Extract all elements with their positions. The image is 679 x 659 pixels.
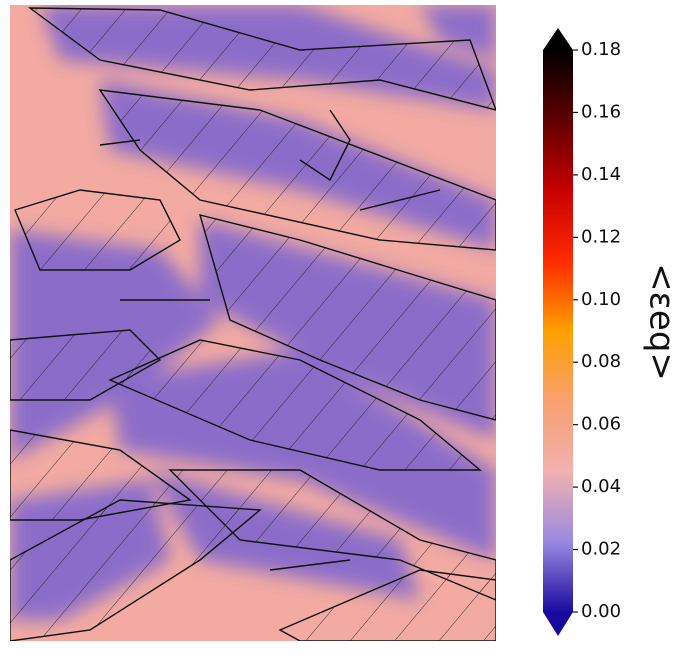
colorbar-tick-label: 0.00: [581, 601, 621, 622]
colorbar-tick-label: 0.06: [581, 414, 621, 435]
colorbar-extend-bottom: [543, 612, 573, 636]
colorbar-tick-label: 0.16: [581, 101, 621, 122]
colorbar-tick-label: 0.08: [581, 351, 621, 372]
colorbar-body: [543, 50, 573, 612]
colorbar-label: <εeq>: [642, 263, 679, 381]
strain-field: [10, 5, 496, 641]
colorbar-tick-label: 0.10: [581, 289, 621, 310]
colorbar-tick-label: 0.18: [581, 39, 621, 60]
colorbar-tick-label: 0.14: [581, 164, 621, 185]
colorbar-tick-label: 0.02: [581, 539, 621, 560]
colorbar-tick-label: 0.04: [581, 476, 621, 497]
colorbar-tick-label: 0.12: [581, 226, 621, 247]
colorbar-extend-top: [543, 28, 573, 50]
colorbar: 0.00 0.02 0.04 0.06 0.08 0.10 0.12 0.14 0.16 0.18: [543, 28, 621, 636]
